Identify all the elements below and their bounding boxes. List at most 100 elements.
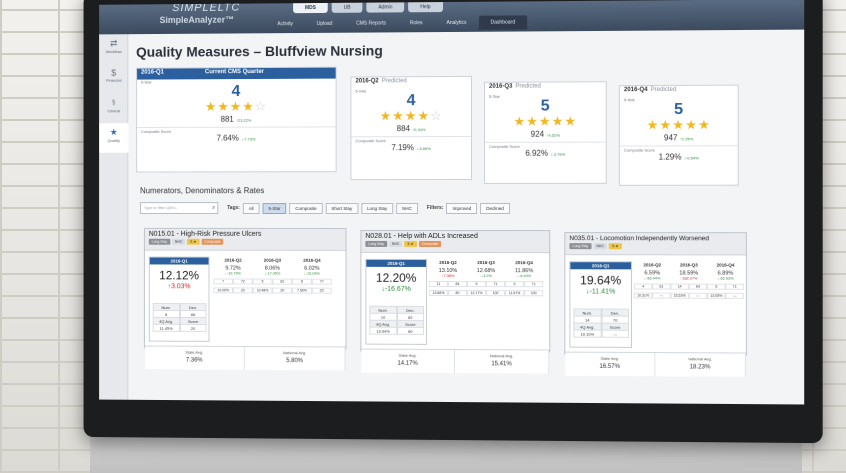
screen: SIMPLELTC SimpleAnalyzer™ MDS UB Admin H… xyxy=(99,0,804,404)
benchmark-row: State Avg. 7.36% National Avg. 5.80% xyxy=(145,346,346,371)
predicted-quarters: 2016-Q2 6.59% ↓-66.44% 4 61 10.31% --- 201… xyxy=(634,261,744,299)
point-count: 884 ↑0.34% xyxy=(351,124,471,133)
tab-mds[interactable]: MDS xyxy=(293,3,328,13)
measure-title: N035.01 - Locomotion Independently Worse… xyxy=(569,235,741,242)
nav-cms-reports[interactable]: CMS Reports xyxy=(344,16,398,30)
tag-all-button[interactable]: All xyxy=(243,203,260,214)
measure-title: N028.01 - Help with ADLs Increased xyxy=(365,233,545,240)
search-icon: ⌕ xyxy=(212,205,215,212)
current-quarter-box: 2016-Q1 12.12% ↑3.03% Num. Den. 8 66 4Q Av… xyxy=(149,257,210,342)
measure-body: 2016-Q1 12.12% ↑3.03% Num. Den. 8 66 4Q Av… xyxy=(145,251,346,347)
star-row: ★★★★★ xyxy=(620,118,738,132)
tag-long-stay-button[interactable]: Long Stay xyxy=(361,203,393,214)
star-row: ★★★★☆ xyxy=(351,109,471,122)
quarter-header: 2016-Q3 Predicted xyxy=(485,82,606,94)
sidebar-item-label: Financial xyxy=(106,78,122,83)
tag-nhc: NHC xyxy=(389,241,403,247)
star-rating: 5 xyxy=(620,102,738,119)
quarter-column: 2016-Q3 8.06% ↓-17.05% 5 62 10.48% 20 xyxy=(253,257,292,294)
predicted-quarters: 2016-Q2 9.72% ↓-19.79% 7 72 10.00% 20 2016… xyxy=(213,257,331,294)
page-title: Quality Measures – Bluffview Nursing xyxy=(136,42,383,59)
tag-long-stay: Long Stay xyxy=(569,243,591,249)
tag-nhc: NHC xyxy=(593,243,607,249)
avg-score-values: 13.94% 80 xyxy=(369,327,424,335)
nav-upload[interactable]: Upload xyxy=(305,17,344,31)
measure-body: 2016-Q1 19.64% ↓-11.41% Num. Den. 14 70 4Q… xyxy=(565,255,746,352)
national-average: National Avg. 15.41% xyxy=(455,350,549,374)
point-count: 947 ↑2.25% xyxy=(620,133,738,142)
star-rating: 4 xyxy=(351,93,471,109)
sidebar-item-workflow[interactable]: ⇄ Workflow xyxy=(99,34,128,64)
benchmark-row: State Avg. 16.57% National Avg. 18.23% xyxy=(565,352,746,377)
star-row: ★★★★★ xyxy=(485,114,606,127)
current-delta: ↓-11.41% xyxy=(570,288,631,295)
quarter-column: 2016-Q4 6.02% ↓-15.09% 5 77 7.50% 20 xyxy=(292,257,332,294)
measure-card: N035.01 - Locomotion Independently Worse… xyxy=(564,232,747,355)
quarter-column: 2016-Q4 6.89% ↓-62.93% 5 71 13.05% --- xyxy=(707,261,744,298)
nav-dashboard[interactable]: Dashboard xyxy=(479,15,528,29)
state-average: State Avg. 16.57% xyxy=(565,353,655,377)
filter-declined-button[interactable]: Declined xyxy=(480,202,510,213)
tag-long-stay: Long Stay xyxy=(365,241,387,247)
sidebar-item-quality[interactable]: ★ Quality xyxy=(99,123,128,153)
sidebar: ⇄ Workflow $ Financial ⚕ Clinical ★ Qual… xyxy=(99,34,128,400)
sidebar-item-label: Workflow xyxy=(106,49,122,54)
quarter-tag: Current CMS Quarter xyxy=(205,69,264,75)
sidebar-item-financial[interactable]: $ Financial xyxy=(99,64,128,94)
section-title: Numerators, Denominators & Rates xyxy=(140,186,264,195)
point-count: 924 ↑4.52% xyxy=(485,129,606,138)
star-icon: ★ xyxy=(99,127,128,138)
sidebar-item-clinical[interactable]: ⚕ Clinical xyxy=(99,93,128,123)
current-delta: ↓-16.67% xyxy=(366,286,426,293)
clinical-icon: ⚕ xyxy=(99,97,128,108)
predicted-quarters: 2016-Q2 13.10% ↑7.38% 11 84 13.66% 80 2016… xyxy=(429,259,543,296)
search-input[interactable]: Type to filter QM's... ⌕ xyxy=(140,202,218,214)
tab-help[interactable]: Help xyxy=(408,2,442,12)
tag-five-star: 5-★ xyxy=(404,241,416,247)
measure-body: 2016-Q1 12.20% ↓-16.67% Num. Den. 10 82 4Q… xyxy=(361,253,549,350)
quarter-label: 2016-Q4 xyxy=(624,87,648,93)
measure-header: N035.01 - Locomotion Independently Worse… xyxy=(565,233,746,255)
nav-analytics[interactable]: Analytics xyxy=(435,16,479,30)
quarter-header: 2016-Q2 Predicted xyxy=(351,77,471,89)
star-rating: 5 xyxy=(485,98,606,115)
quarter-column: 2016-Q2 6.59% ↓-66.44% 4 61 10.31% --- xyxy=(634,261,671,298)
current-quarter-label: 2016-Q1 xyxy=(150,258,209,265)
monitor: SIMPLELTC SimpleAnalyzer™ MDS UB Admin H… xyxy=(84,0,823,443)
tag-short-stay-button[interactable]: Short Stay xyxy=(325,203,358,214)
workflow-icon: ⇄ xyxy=(99,38,128,49)
measure-tags: Long Stay NHC 5-★ xyxy=(569,243,741,249)
quarter-label: 2016-Q2 xyxy=(355,78,378,84)
quarter-label: 2016-Q3 xyxy=(489,84,512,90)
tag-5star-button[interactable]: 5-Star xyxy=(263,203,287,214)
quarter-column: 2016-Q4 11.86% ↓-6.49% 9 71 11.67% 100 xyxy=(505,259,543,296)
nav-roles[interactable]: Roles xyxy=(398,16,435,30)
quarter-card: 2016-Q3 Predicted 5-Star 5 ★★★★★ 924 ↑4.5… xyxy=(484,81,607,184)
tag-composite-button[interactable]: Composite xyxy=(289,203,322,214)
state-average: State Avg. 14.17% xyxy=(361,350,455,373)
measure-card: N028.01 - Help with ADLs Increased Long … xyxy=(360,230,550,353)
main-content: Quality Measures – Bluffview Nursing 201… xyxy=(136,30,796,405)
quarter-card: 2016-Q1 Current CMS Quarter 5-Star 4 ★★★★… xyxy=(136,67,337,173)
filter-improved-button[interactable]: Improved xyxy=(446,202,477,213)
avg-score-values: 19.10% --- xyxy=(573,330,629,338)
composite-score: 7.64% ↓-7.73% xyxy=(137,133,336,143)
measure-title: N015.01 - High-Risk Pressure Ulcers xyxy=(149,231,342,238)
measure-card: N015.01 - High-Risk Pressure Ulcers Long… xyxy=(144,228,347,350)
quarter-card: 2016-Q2 Predicted 5-Star 4 ★★★★☆ 884 ↑0.3… xyxy=(350,76,471,180)
national-average: National Avg. 18.23% xyxy=(655,353,746,377)
composite-score: 6.92% ↓-3.76% xyxy=(485,149,606,158)
quarter-column: 2016-Q3 12.68% ↓-3.2% 9 71 12.17% 100 xyxy=(467,259,505,296)
avg-score-values: 11.45% 20 xyxy=(153,324,207,332)
sidebar-item-label: Clinical xyxy=(107,108,120,113)
tag-nhc-button[interactable]: NHC xyxy=(396,203,418,214)
composite-score: 1.29% ↓-0.54% xyxy=(620,152,738,161)
quarter-tag: Predicted xyxy=(382,78,407,84)
tab-ub[interactable]: UB xyxy=(332,3,363,13)
tag-composite: Composite xyxy=(201,239,223,245)
quarter-tag: Predicted xyxy=(515,84,540,90)
tab-admin[interactable]: Admin xyxy=(366,2,404,12)
current-quarter-box: 2016-Q1 19.64% ↓-11.41% Num. Den. 14 70 4Q… xyxy=(569,261,632,348)
dollar-icon: $ xyxy=(99,68,128,78)
nav-activity[interactable]: Activity xyxy=(266,17,305,31)
